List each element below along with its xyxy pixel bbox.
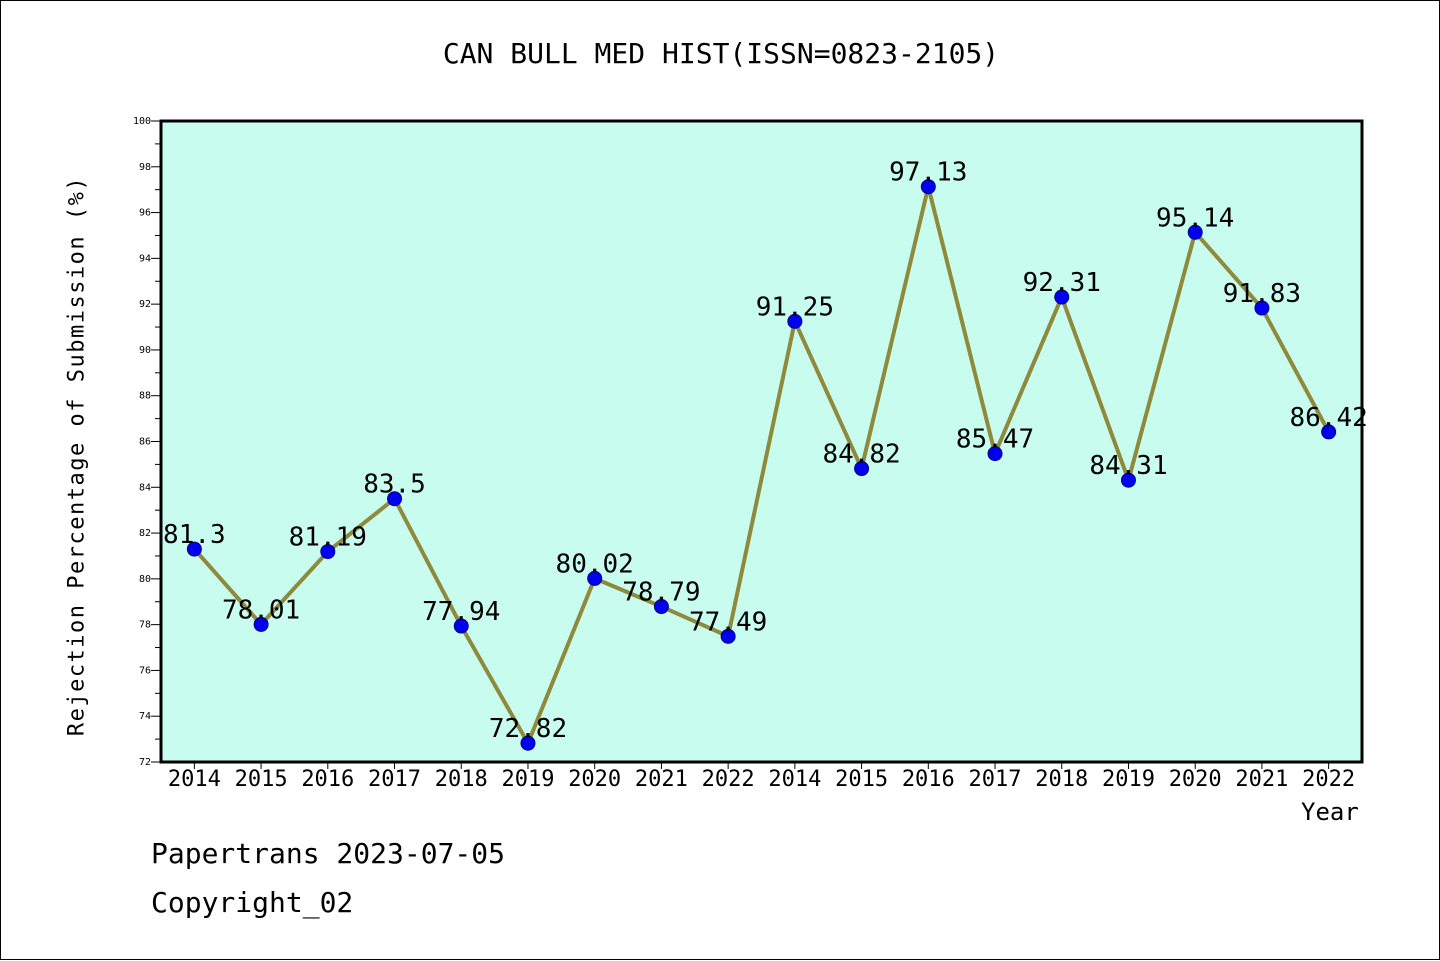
y-tick-label: 78: [139, 620, 151, 631]
y-tick-label: 94: [139, 253, 151, 264]
data-label: 78.01: [222, 595, 300, 625]
data-point: [1054, 289, 1070, 305]
data-point: [587, 570, 603, 586]
data-label: 92.31: [1023, 268, 1101, 298]
data-label: 81.3: [163, 520, 226, 550]
data-label: 85.47: [956, 425, 1034, 455]
data-point: [320, 544, 336, 560]
data-point: [720, 628, 736, 644]
data-label: 80.02: [556, 549, 634, 579]
y-tick-label: 80: [139, 574, 151, 585]
plot-background: [161, 121, 1362, 762]
data-point: [453, 618, 469, 634]
x-tick-label: 2014: [768, 767, 821, 792]
y-tick-label: 76: [139, 665, 151, 676]
data-label: 83.5: [363, 470, 426, 500]
data-point: [1120, 472, 1136, 488]
footer-date: Papertrans 2023-07-05: [151, 837, 506, 870]
data-point: [1187, 224, 1203, 240]
x-tick-label: 2019: [501, 767, 554, 792]
x-tick-label: 2018: [1035, 767, 1088, 792]
y-tick-label: 86: [139, 437, 151, 448]
x-tick-label: 2015: [835, 767, 888, 792]
data-label: 77.94: [422, 597, 500, 627]
x-axis-label: Year: [1301, 798, 1359, 826]
y-tick-label: 72: [139, 757, 151, 768]
x-tick-label: 2021: [1235, 767, 1288, 792]
x-tick-label: 2015: [235, 767, 288, 792]
data-point: [520, 735, 536, 751]
x-tick-label: 2019: [1102, 767, 1155, 792]
y-tick-label: 88: [139, 391, 151, 402]
data-label: 84.82: [822, 440, 900, 470]
y-tick-label: 98: [139, 162, 151, 173]
data-label: 81.19: [289, 523, 367, 553]
x-tick-label: 2020: [568, 767, 621, 792]
data-point: [653, 599, 669, 615]
data-point: [920, 179, 936, 195]
data-label: 95.14: [1156, 203, 1234, 233]
data-label: 91.25: [756, 292, 834, 322]
data-label: 78.79: [622, 578, 700, 608]
data-label: 97.13: [889, 158, 967, 188]
y-tick-label: 100: [133, 116, 151, 127]
chart-title: CAN BULL MED HIST(ISSN=0823-2105): [442, 37, 1000, 70]
x-tick-label: 2017: [969, 767, 1022, 792]
y-tick-label: 84: [139, 482, 151, 493]
y-tick-label: 96: [139, 208, 151, 219]
data-point: [1321, 424, 1337, 440]
data-point: [854, 461, 870, 477]
footer-copyright: Copyright_02: [151, 886, 354, 919]
y-tick-label: 92: [139, 299, 151, 310]
data-label: 77.49: [689, 607, 767, 637]
y-tick-label: 90: [139, 345, 151, 356]
data-point: [787, 313, 803, 329]
x-tick-label: 2017: [368, 767, 421, 792]
series-line: [192, 184, 1331, 746]
data-label: 91.83: [1223, 279, 1301, 309]
data-point: [987, 446, 1003, 462]
data-label: 86.42: [1289, 403, 1367, 433]
x-tick-label: 2021: [635, 767, 688, 792]
x-tick-label: 2022: [702, 767, 755, 792]
x-tick-label: 2020: [1169, 767, 1222, 792]
data-label: 72.82: [489, 714, 567, 744]
data-label: 84.31: [1089, 451, 1167, 481]
x-tick-label: 2016: [301, 767, 354, 792]
data-point: [186, 541, 202, 557]
x-tick-label: 2016: [902, 767, 955, 792]
x-tick-label: 2022: [1302, 767, 1355, 792]
data-point: [387, 491, 403, 507]
plot-frame: [159, 119, 1364, 764]
data-point: [1254, 300, 1270, 316]
y-tick-label: 82: [139, 528, 151, 539]
x-tick-label: 2014: [168, 767, 221, 792]
y-tick-label: 74: [139, 711, 151, 722]
x-tick-label: 2018: [435, 767, 488, 792]
data-point: [253, 616, 269, 632]
